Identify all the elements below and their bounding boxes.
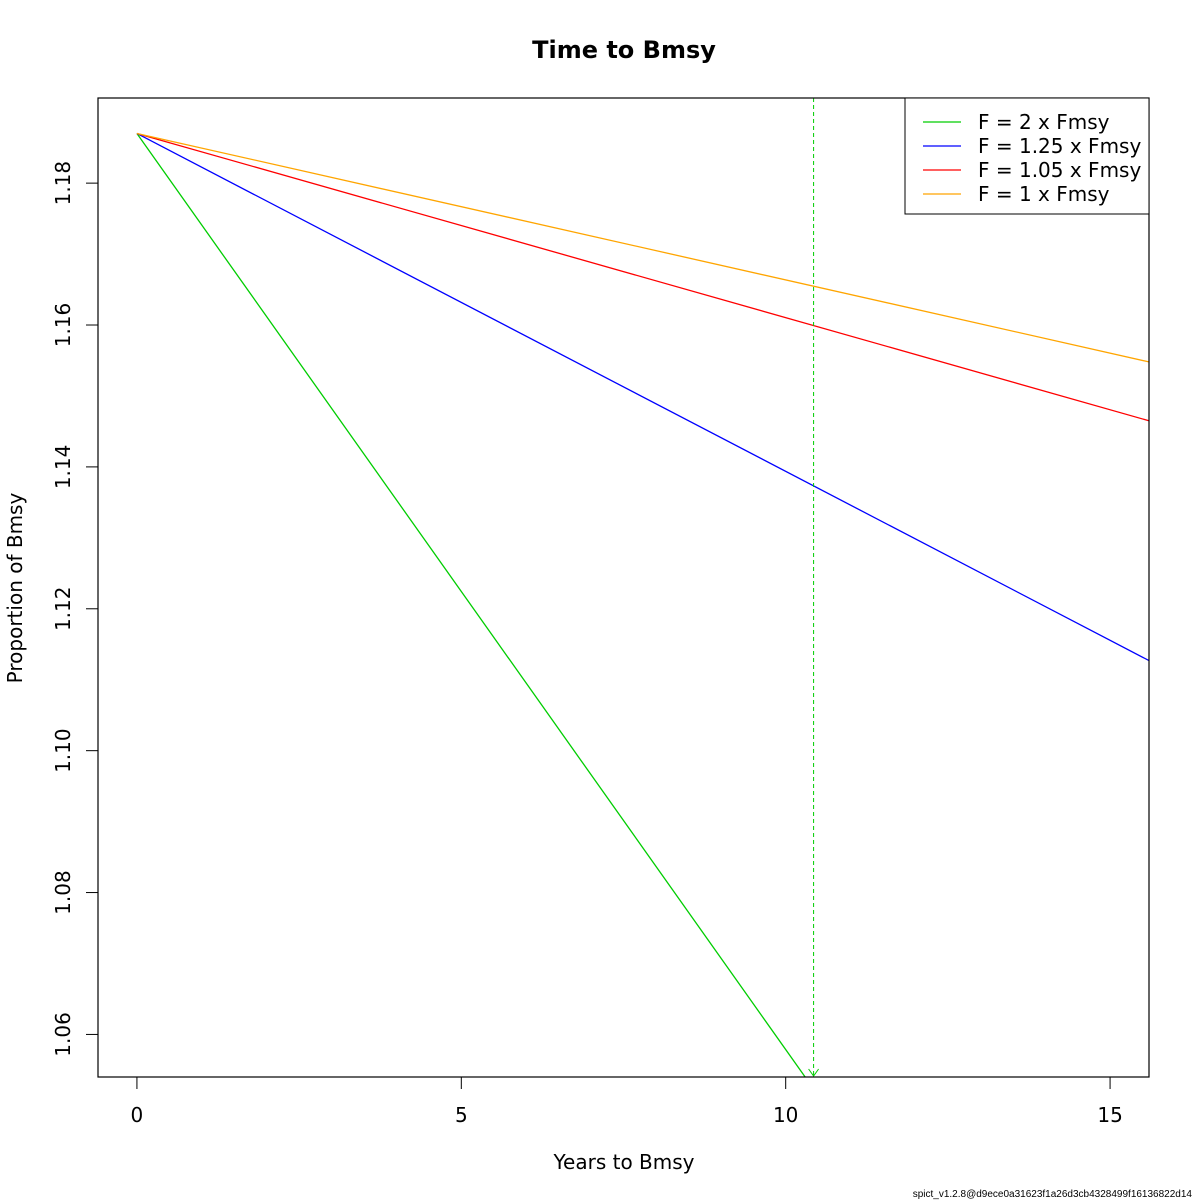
y-axis: 1.06 1.08 1.10 1.12 1.14 1.16 1.18 <box>51 161 99 1057</box>
series-line-4 <box>136 132 1149 363</box>
y-axis-label: Proportion of Bmsy <box>3 493 27 684</box>
x-tick-label: 10 <box>773 1103 798 1127</box>
legend-box <box>904 97 1150 215</box>
series-line-2 <box>136 132 1149 662</box>
x-axis-label: Years to Bmsy <box>552 1150 694 1174</box>
legend-label-1: F = 2 x Fmsy <box>978 110 1110 134</box>
x-axis: 0 5 10 15 <box>131 1076 1123 1127</box>
y-tick-label: 1.10 <box>51 728 75 773</box>
plot-area <box>136 98 1149 1077</box>
y-tick-label: 1.16 <box>51 303 75 348</box>
footnote: spict_v1.2.8@d9ece0a31623f1a26d3cb432849… <box>913 1189 1193 1200</box>
chart-title: Time to Bmsy <box>532 36 716 64</box>
x-tick-label: 0 <box>131 1103 144 1127</box>
y-tick-label: 1.12 <box>51 587 75 632</box>
y-tick-label: 1.14 <box>51 445 75 490</box>
x-tick-label: 5 <box>455 1103 468 1127</box>
series-line-3 <box>136 132 1149 422</box>
x-tick-label: 15 <box>1097 1103 1122 1127</box>
series-line-1 <box>136 133 806 1077</box>
legend-label-3: F = 1.05 x Fmsy <box>978 158 1141 182</box>
y-tick-label: 1.06 <box>51 1012 75 1057</box>
legend-label-4: F = 1 x Fmsy <box>978 182 1110 206</box>
legend-label-2: F = 1.25 x Fmsy <box>978 134 1141 158</box>
reference-arrow-1 <box>808 1068 819 1077</box>
y-tick-label: 1.08 <box>51 870 75 915</box>
y-tick-label: 1.18 <box>51 161 75 206</box>
